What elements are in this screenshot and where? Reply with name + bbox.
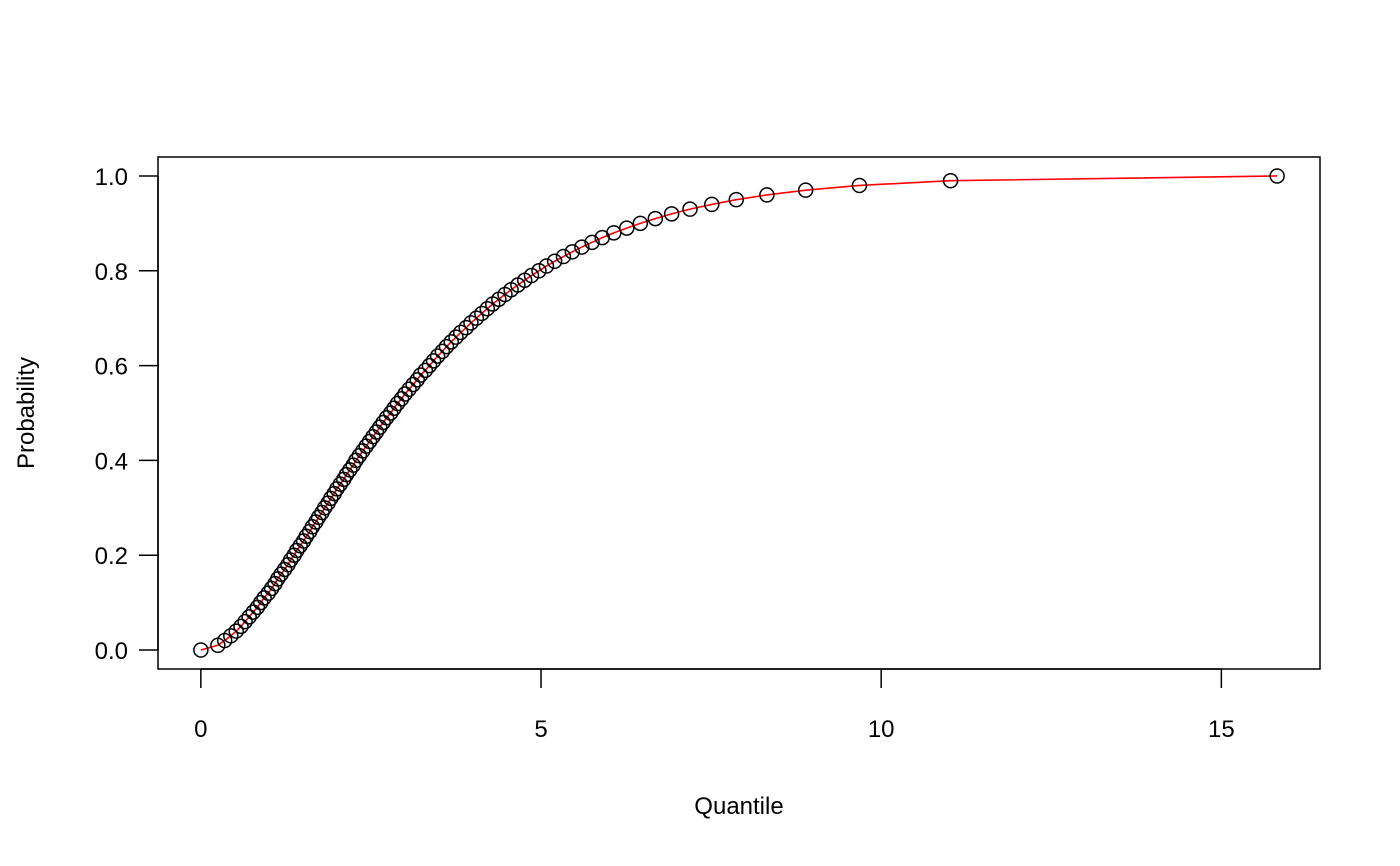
point	[386, 400, 402, 417]
point	[409, 372, 425, 388]
point	[632, 215, 649, 232]
y-tick-label: 0.4	[95, 448, 128, 475]
point	[241, 609, 257, 625]
point	[574, 239, 590, 255]
y-tick-label: 1.0	[95, 164, 128, 191]
point	[417, 362, 434, 379]
point	[223, 628, 239, 644]
point	[546, 253, 563, 270]
y-axis-label: Probability	[13, 357, 40, 469]
point	[584, 234, 600, 251]
y-tick-label: 0.8	[95, 259, 128, 286]
point	[425, 353, 442, 369]
point	[233, 618, 249, 635]
point	[468, 310, 485, 326]
point	[393, 391, 410, 407]
point	[523, 267, 540, 284]
point	[538, 258, 555, 274]
x-tick-label: 10	[868, 716, 895, 743]
x-tick-label: 0	[194, 716, 207, 743]
point	[245, 604, 261, 620]
point	[458, 319, 474, 336]
point	[1269, 168, 1285, 184]
point	[448, 329, 464, 345]
point	[378, 409, 395, 426]
point	[555, 248, 572, 265]
point	[942, 172, 959, 189]
point	[405, 376, 421, 393]
x-tick-label: 15	[1208, 716, 1235, 743]
point	[647, 210, 664, 227]
point	[682, 201, 698, 217]
point	[663, 206, 680, 222]
point	[474, 305, 490, 322]
point	[479, 300, 496, 317]
point	[463, 315, 479, 331]
point	[618, 220, 635, 236]
point	[438, 338, 455, 355]
x-axis-label: Quantile	[694, 793, 783, 820]
point	[193, 642, 209, 658]
point	[401, 381, 417, 398]
point	[237, 613, 253, 630]
point	[531, 263, 547, 279]
point	[252, 594, 269, 611]
point	[759, 187, 775, 203]
y-tick-label: 0.0	[95, 638, 128, 665]
y-tick-label: 0.2	[95, 543, 128, 570]
x-tick-label: 5	[534, 716, 547, 743]
point	[704, 196, 720, 213]
point	[564, 244, 581, 260]
point	[452, 324, 469, 341]
point	[421, 357, 438, 374]
y-tick-label: 0.6	[95, 354, 128, 381]
point	[443, 334, 459, 350]
point	[375, 414, 391, 431]
point	[797, 182, 814, 198]
point	[397, 386, 413, 402]
point	[256, 590, 272, 606]
point	[389, 395, 406, 412]
point	[429, 348, 446, 364]
point	[851, 177, 868, 194]
point	[412, 367, 429, 383]
point	[434, 343, 451, 360]
point	[728, 191, 745, 208]
point	[228, 623, 244, 639]
